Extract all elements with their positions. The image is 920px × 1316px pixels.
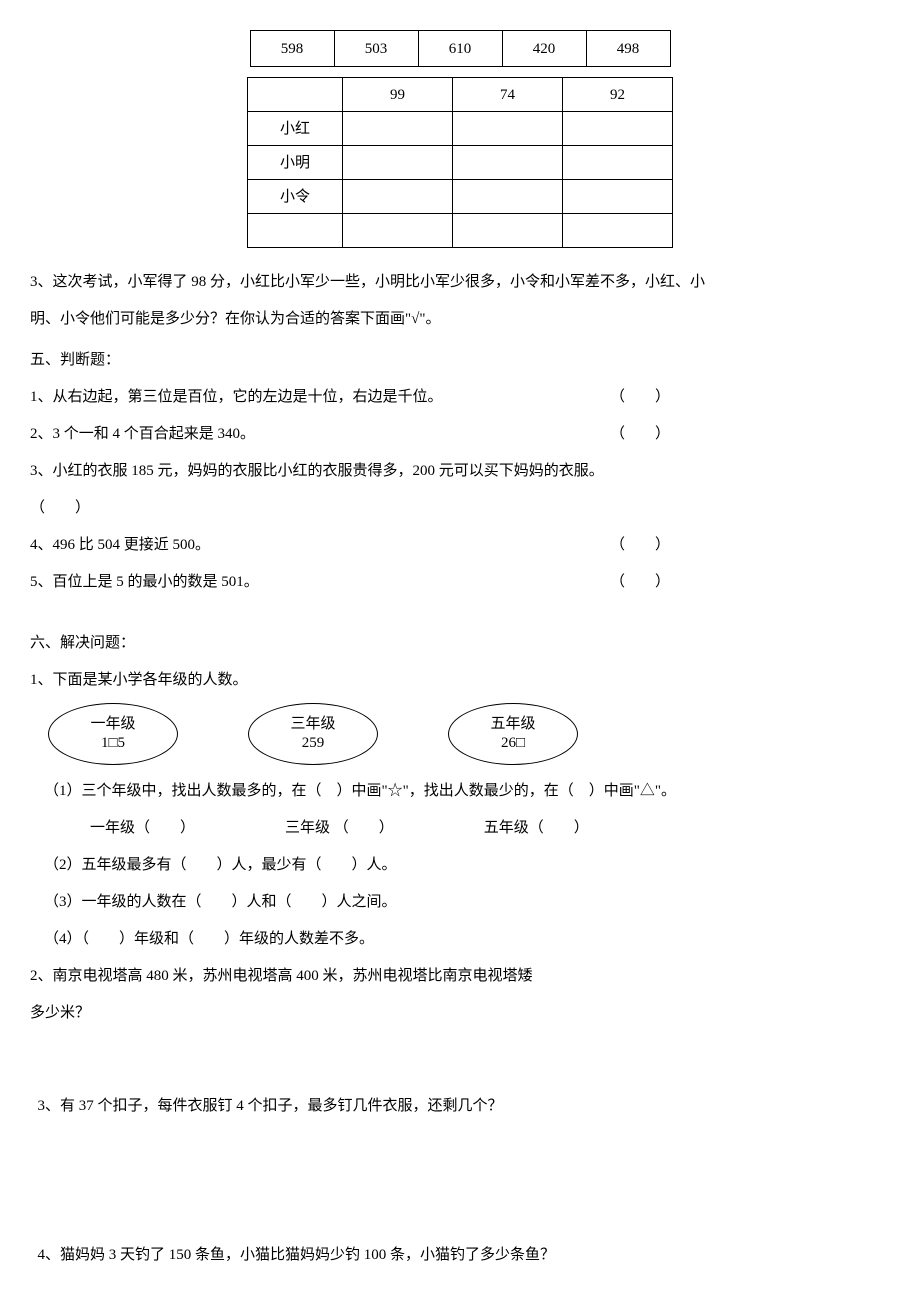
table2-header: 74 — [453, 78, 563, 112]
table2-cell — [343, 214, 453, 248]
ellipse-grade3: 三年级 259 — [248, 703, 378, 765]
judge-text: 2、3 个一和 4 个百合起来是 340。 — [30, 418, 255, 451]
judge-paren: （ ） — [610, 566, 890, 599]
judge-item: 5、百位上是 5 的最小的数是 501。 （ ） — [30, 566, 890, 599]
ellipse-line2: 26□ — [501, 734, 525, 754]
table1-cell: 610 — [418, 31, 502, 67]
ellipse-line1: 一年级 — [90, 715, 135, 735]
q6-1-grades: 一年级（ ） 三年级 （ ） 五年级（ ） — [30, 812, 890, 845]
table2-cell — [343, 180, 453, 214]
table1-cell: 598 — [250, 31, 334, 67]
judge-item: 1、从右边起，第三位是百位，它的左边是十位，右边是千位。 （ ） — [30, 381, 890, 414]
judge-paren: （ ） — [610, 381, 890, 414]
q6-1-sub1: （1）三个年级中，找出人数最多的，在（ ）中画"☆"，找出人数最少的，在（ ）中… — [30, 775, 890, 808]
ellipse-line2: 259 — [302, 734, 325, 754]
table2-cell — [563, 214, 673, 248]
grade-blank: 一年级（ ） — [90, 812, 195, 845]
ellipse-grade1: 一年级 1□5 — [48, 703, 178, 765]
judge-text: 5、百位上是 5 的最小的数是 501。 — [30, 566, 259, 599]
grade-ellipses: 一年级 1□5 三年级 259 五年级 26□ — [48, 703, 890, 765]
table2-cell — [453, 112, 563, 146]
q6-4: 4、猫妈妈 3 天钓了 150 条鱼，小猫比猫妈妈少钓 100 条，小猫钓了多少… — [30, 1239, 890, 1272]
q6-2-line1: 2、南京电视塔高 480 米，苏州电视塔高 400 米，苏州电视塔比南京电视塔矮 — [30, 960, 890, 993]
grade-blank: 三年级 （ ） — [285, 812, 394, 845]
table1-cell: 420 — [502, 31, 586, 67]
table2-cell — [343, 112, 453, 146]
table2-header — [248, 78, 343, 112]
judge-text: 1、从右边起，第三位是百位，它的左边是十位，右边是千位。 — [30, 381, 443, 414]
table2-cell: 小令 — [248, 180, 343, 214]
judge-item-3-paren: （ ） — [30, 492, 890, 525]
score-table: 99 74 92 小红 小明 小令 — [247, 77, 673, 248]
ellipse-line1: 三年级 — [290, 715, 335, 735]
q6-1-sub4: （4）（ ）年级和（ ）年级的人数差不多。 — [30, 923, 890, 956]
ellipse-grade5: 五年级 26□ — [448, 703, 578, 765]
number-table-1: 598 503 610 420 498 — [250, 30, 671, 67]
q3-line1: 3、这次考试，小军得了 98 分，小红比小军少一些，小明比小军少很多，小令和小军… — [30, 266, 890, 299]
ellipse-line1: 五年级 — [490, 715, 535, 735]
section5-title: 五、判断题： — [30, 344, 890, 377]
table2-cell — [343, 146, 453, 180]
table2-header: 92 — [563, 78, 673, 112]
table2-cell — [248, 214, 343, 248]
judge-paren: （ ） — [610, 418, 890, 451]
table1-cell: 498 — [586, 31, 670, 67]
judge-text: 4、496 比 504 更接近 500。 — [30, 529, 210, 562]
table2-cell — [563, 146, 673, 180]
judge-paren: （ ） — [610, 529, 890, 562]
table2-cell — [563, 180, 673, 214]
table2-cell — [453, 214, 563, 248]
judge-item: 4、496 比 504 更接近 500。 （ ） — [30, 529, 890, 562]
table2-header: 99 — [343, 78, 453, 112]
table2-cell — [453, 146, 563, 180]
q6-3: 3、有 37 个扣子，每件衣服钉 4 个扣子，最多钉几件衣服，还剩几个？ — [30, 1090, 890, 1123]
table1-cell: 503 — [334, 31, 418, 67]
ellipse-line2: 1□5 — [101, 734, 125, 754]
judge-item: 2、3 个一和 4 个百合起来是 340。 （ ） — [30, 418, 890, 451]
table2-cell: 小红 — [248, 112, 343, 146]
table2-cell: 小明 — [248, 146, 343, 180]
q6-1-sub2: （2）五年级最多有（ ）人，最少有（ ）人。 — [30, 849, 890, 882]
section6-title: 六、解决问题： — [30, 627, 890, 660]
q3-line2: 明、小令他们可能是多少分？在你认为合适的答案下面画"√"。 — [30, 303, 890, 336]
table2-cell — [563, 112, 673, 146]
judge-item-3: 3、小红的衣服 185 元，妈妈的衣服比小红的衣服贵得多，200 元可以买下妈妈… — [30, 455, 890, 488]
grade-blank: 五年级（ ） — [484, 812, 589, 845]
table2-cell — [453, 180, 563, 214]
q6-1-sub3: （3）一年级的人数在（ ）人和（ ）人之间。 — [30, 886, 890, 919]
q6-1-intro: 1、下面是某小学各年级的人数。 — [30, 664, 890, 697]
q6-2-line2: 多少米？ — [30, 997, 890, 1030]
